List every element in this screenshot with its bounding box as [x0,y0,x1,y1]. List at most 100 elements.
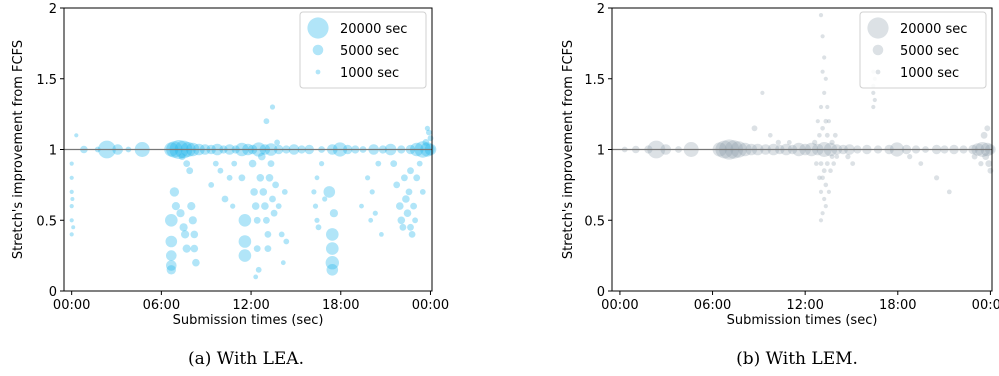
data-point [166,250,177,261]
data-point [812,139,818,145]
data-point [820,126,825,131]
data-point [829,139,835,145]
legend-marker [315,69,321,75]
figure-caption: (b) With LEM. [736,349,858,369]
x-tick-label: 00:00 [972,298,999,313]
data-point [261,202,269,210]
x-axis-label: Submission times (sec) [727,313,878,328]
data-point [326,228,339,241]
scatter-points [69,104,437,280]
data-point [822,90,827,95]
data-point [828,168,833,173]
data-point [829,154,835,160]
data-point [264,231,272,238]
data-point [251,202,260,210]
data-point [822,55,827,60]
data-point [314,217,320,223]
data-point [264,245,272,253]
data-point [823,204,828,209]
data-point [375,160,382,167]
data-point [322,196,328,202]
data-point [426,129,432,136]
data-point [178,153,186,161]
y-tick-label: 0.5 [36,214,57,229]
data-point [823,76,828,81]
data-point [824,132,830,138]
data-point [230,203,236,209]
data-point [165,235,178,248]
y-tick-label: 1 [597,144,605,159]
x-tick-label: 00:00 [601,298,638,313]
data-point [823,182,829,188]
y-tick-label: 1.5 [584,73,605,88]
data-point [212,160,219,167]
data-point [407,223,414,231]
data-point [369,189,375,195]
data-point [311,189,317,195]
data-point [390,160,398,168]
data-point [274,139,280,146]
data-point [275,203,282,210]
data-point [265,174,274,182]
x-tick-label: 12:00 [786,298,823,313]
data-point [188,216,197,225]
data-point [69,232,74,237]
data-point [820,211,825,216]
data-point [312,203,319,209]
data-point [280,260,286,266]
legend-label: 1000 sec [900,66,959,81]
legend-marker [312,44,324,56]
data-point [401,174,408,182]
panel-b: 0 0.5 1 1.5 2 00:00 06:00 12:00 18:00 00:00 Submis… [561,2,999,369]
data-point [397,216,406,225]
data-point [379,232,384,237]
data-point [814,161,819,166]
data-point [372,210,378,216]
y-tick-label: 2 [597,2,605,17]
data-point [165,214,178,227]
data-point [181,230,190,239]
data-point [422,139,430,146]
panel-a: 0 0.5 1 1.5 2 00:00 06:00 12:00 18:00 00:00 Submis… [11,2,449,369]
data-point [760,90,765,95]
data-point [365,175,371,181]
data-point [231,160,238,167]
data-point [427,135,434,142]
data-point [329,209,338,218]
data-point [832,132,838,138]
x-tick-label: 00:00 [53,298,90,313]
data-point [248,159,257,168]
x-tick-label: 06:00 [694,298,731,313]
data-point [190,230,199,239]
data-point [984,125,991,132]
data-point [424,125,430,131]
data-point [74,133,79,138]
data-point [820,175,825,181]
y-tick-label: 1 [49,144,57,159]
data-point [323,186,336,198]
data-point [263,118,270,125]
data-point [413,174,421,182]
data-point [272,181,279,189]
data-point [985,160,993,168]
data-point [407,167,414,175]
data-point [217,167,224,174]
data-point [402,195,410,203]
data-point [182,244,191,253]
data-point [871,104,876,110]
data-point [71,225,76,230]
data-point [186,167,194,175]
data-point [786,140,792,145]
x-axis-label: Submission times (sec) [173,313,324,328]
data-point [187,202,196,211]
data-point [326,242,339,255]
legend-marker [307,17,329,39]
x-tick-label: 18:00 [879,298,916,313]
data-point [751,125,758,132]
data-point [278,231,285,238]
data-point [263,216,270,224]
data-point [815,119,820,124]
legend-marker [872,44,884,56]
y-tick-label: 1.5 [36,73,57,88]
legend: 20000 sec 5000 sec 1000 sec [299,11,427,89]
